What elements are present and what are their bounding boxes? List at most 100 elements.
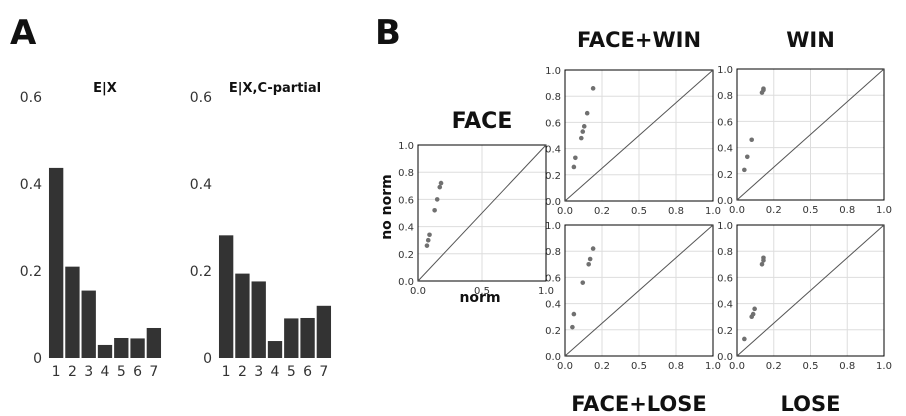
plot-frame [736,224,885,357]
x-axis-label: norm [459,290,500,306]
bar-chart-1: E|X 0 0.2 0.4 0.6 1 2 3 4 5 6 7 [20,81,162,380]
data-point [590,86,596,91]
x-tick-label: 0.2 [766,361,782,372]
bar [114,337,129,358]
y-tick-label: 1.0 [545,221,561,232]
y-tick-label: 1.0 [398,141,414,152]
scatter-plot-face-plus-win: 0.0 0.2 0.4 0.6 0.8 1.0 0.0 0.2 0.5 0.8 1.0 FACE+WI… [545,28,721,217]
bar [48,167,64,358]
data-point [424,243,430,248]
y-tick-label: 0.2 [20,264,42,280]
y-tick-label: 0.6 [20,90,42,106]
x-tick-label: 0.0 [557,361,573,372]
bar [235,273,250,358]
y-tick-label: 0.8 [717,91,733,102]
bar [97,344,113,358]
y-tick-label: 0.0 [545,197,561,208]
y-tick-label: 0.8 [545,92,561,103]
identity-line [736,224,885,357]
y-tick-label: 0.4 [398,223,414,234]
bar [284,318,299,358]
data-point [590,246,596,251]
bar [218,235,234,358]
y-tick-label: 0.2 [398,250,414,261]
data-point [761,255,766,261]
y-tick-label: 0.0 [545,352,561,363]
x-tick-label: 4 [101,364,110,380]
x-tick-label: 0.0 [557,206,573,217]
y-axis-label: no norm [379,174,395,240]
scatter-plot-face-plus-lose: 0.0 0.2 0.4 0.6 0.8 1.0 0.0 0.2 0.5 0.8 1.0 FACE+LO… [545,221,721,416]
data-point [749,137,754,143]
x-tick-label: 1 [52,364,61,380]
data-point [573,155,578,161]
x-tick-label: 2 [68,364,77,380]
y-tick-label: 0.4 [717,144,733,155]
y-tick-label: 0.4 [545,145,561,156]
y-tick-label: 0 [203,351,212,367]
bar [300,317,315,358]
scatter-title: FACE+WIN [577,28,701,52]
x-tick-label: 0.2 [766,205,782,216]
data-point [570,324,575,330]
x-tick-label: 0.8 [668,206,684,217]
x-tick-label: 6 [133,364,142,380]
bar-chart-2: E|X,C-partial 0 0.2 0.4 0.6 1 2 3 4 5 6 7 [190,81,332,380]
data-point [571,164,577,170]
identity-line [564,69,714,202]
panel-label-b: B [375,13,401,53]
plot-frame [417,144,547,282]
data-point [742,167,747,173]
plot-frame [564,224,714,357]
data-point [584,110,590,116]
x-tick-label: 0.0 [410,286,426,297]
x-tick-label: 1.0 [538,286,554,297]
identity-line [417,144,547,282]
x-tick-label: 0.8 [839,205,855,216]
bar [251,281,266,358]
data-point [425,237,431,243]
x-tick-label: 0.5 [803,361,819,372]
x-tick-label: 0.8 [839,361,855,372]
data-point [434,197,440,202]
x-tick-label: 5 [287,364,296,380]
data-point [744,154,750,160]
bar [267,341,283,358]
y-tick-label: 0 [33,351,42,367]
x-tick-label: 0.0 [729,205,745,216]
bar-chart-title: E|X,C-partial [229,81,321,96]
y-tick-label: 0.8 [398,168,414,179]
scatter-plot-lose: 0.0 0.2 0.4 0.6 0.8 1.0 0.0 0.2 0.5 0.8 1.0 LOSE [717,221,892,416]
y-tick-label: 0.2 [545,171,561,182]
y-tick-label: 0.0 [717,196,733,207]
y-tick-label: 0.6 [398,195,414,206]
y-tick-label: 0.2 [717,326,733,337]
y-tick-label: 0.2 [545,326,561,337]
y-tick-label: 1.0 [717,65,733,76]
bar [130,338,145,358]
scatter-plot-face: 0.0 0.2 0.4 0.6 0.8 1.0 0.0 0.5 1.0 FACE norm no no… [379,109,554,306]
data-point [759,262,765,267]
bar [316,305,332,358]
data-point [587,256,593,262]
y-tick-label: 0.2 [717,170,733,181]
x-tick-label: 1.0 [705,361,721,372]
identity-line [736,68,885,201]
x-tick-label: 1.0 [876,205,892,216]
x-tick-label: 1 [222,364,231,380]
plot-frame [564,69,714,202]
data-point [586,262,591,267]
y-tick-label: 0.6 [190,90,212,106]
x-tick-label: 0.2 [594,361,610,372]
data-point [750,311,756,317]
data-point [438,180,444,186]
scatter-title: WIN [786,28,835,52]
y-tick-label: 0.4 [545,300,561,311]
panel-label-a: A [10,13,37,53]
data-point [581,124,587,129]
y-tick-label: 0.6 [717,117,733,128]
x-tick-label: 5 [117,364,126,380]
data-point [432,207,437,213]
bar [146,327,162,358]
